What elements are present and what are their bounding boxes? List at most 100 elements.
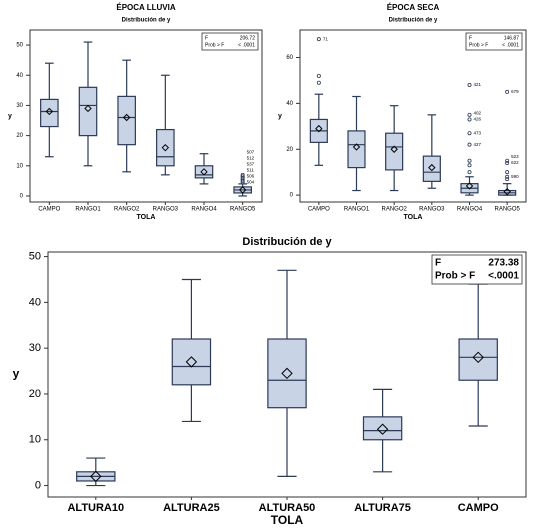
box	[458, 338, 498, 381]
y-tick-label: 40	[286, 101, 293, 107]
outlier	[240, 172, 245, 177]
chart-title: Distribución de y	[242, 236, 332, 248]
box	[156, 128, 175, 167]
outlier-label: 679	[511, 89, 519, 94]
mean-marker	[238, 186, 247, 194]
box	[422, 155, 441, 182]
x-tick-label: CAMPO	[38, 207, 60, 213]
y-axis-label: y	[8, 113, 12, 120]
outlier	[505, 158, 510, 163]
mean-marker	[90, 470, 102, 483]
box	[194, 165, 214, 179]
outlier	[467, 131, 472, 136]
x-tick-label: RANGO3	[419, 207, 445, 213]
box	[40, 98, 59, 128]
y-tick-label: 50	[29, 250, 41, 262]
outlier	[505, 170, 510, 175]
mean-marker	[200, 168, 208, 176]
x-axis-label: TOLA	[137, 214, 156, 221]
stats-label: F	[435, 258, 441, 269]
x-tick-label: RANGO1	[344, 207, 370, 213]
stats-label: Prob > F	[469, 42, 488, 48]
plot-frame	[29, 29, 263, 203]
y-axis-label: y	[13, 367, 20, 381]
y-tick-label: 0	[20, 194, 24, 200]
outlier	[467, 83, 472, 88]
outlier	[316, 73, 321, 78]
outlier	[467, 170, 472, 175]
outlier	[467, 163, 472, 168]
mean-marker	[161, 143, 170, 152]
outlier-label: 622	[511, 160, 519, 165]
outlier-label: 523	[511, 154, 519, 159]
outlier	[240, 174, 245, 179]
outlier	[505, 89, 510, 94]
x-tick-label: RANGO5	[494, 207, 520, 213]
x-tick-label: RANGO2	[381, 207, 407, 213]
outlier	[467, 142, 472, 147]
x-tick-label: RANGO5	[230, 207, 256, 213]
mean-marker	[281, 367, 293, 380]
outlier	[505, 174, 510, 179]
outlier	[316, 37, 321, 42]
x-tick-label: RANGO4	[457, 207, 483, 213]
x-tick-label: RANGO4	[191, 207, 217, 213]
stats-value: 273.38	[488, 258, 519, 269]
mean-marker	[465, 182, 474, 190]
stats-value: <.0001	[488, 271, 519, 282]
mean-marker	[84, 104, 92, 113]
outlier-label: 427	[474, 142, 482, 147]
stats-value: 206.72	[240, 35, 256, 41]
y-tick-label: 0	[290, 193, 294, 199]
x-tick-label: ALTURA75	[354, 502, 411, 514]
stats-value: < .0001	[502, 42, 519, 48]
mean-marker	[352, 143, 361, 151]
stats-label: Prob > F	[205, 42, 224, 48]
y-tick-label: 40	[16, 73, 23, 79]
stats-label: F	[205, 35, 208, 41]
outlier-label: 71	[323, 36, 329, 41]
mean-marker	[472, 351, 484, 364]
y-tick-label: 30	[16, 103, 23, 109]
x-tick-label: RANGO2	[114, 207, 140, 213]
x-axis-label: TOLA	[404, 214, 423, 221]
mean-marker	[503, 187, 511, 196]
y-tick-label: 30	[29, 342, 41, 354]
outlier-label: 590	[511, 174, 519, 179]
stats-box	[431, 254, 523, 285]
stats-value: 146.87	[504, 35, 520, 41]
y-tick-label: 20	[286, 147, 293, 153]
stats-value: < .0001	[238, 42, 255, 48]
y-tick-label: 40	[29, 296, 41, 308]
outlier-label: 511	[247, 168, 255, 173]
chart-subtitle: Distribución de y	[122, 18, 171, 24]
mean-marker	[185, 356, 198, 368]
y-tick-label: 20	[16, 133, 23, 139]
y-tick-label: 0	[35, 479, 41, 491]
box	[267, 338, 307, 409]
outlier	[467, 117, 472, 122]
chart-title: ÉPOCA SECA	[387, 3, 440, 12]
outlier-label: 504	[247, 180, 255, 185]
x-tick-label: ALTURA10	[67, 502, 124, 514]
y-tick-label: 60	[286, 55, 293, 61]
y-tick-label: 10	[16, 163, 23, 169]
plot-frame	[299, 29, 527, 203]
outlier-label: 402	[474, 111, 482, 116]
x-axis-label: TOLA	[271, 513, 304, 527]
outlier	[467, 112, 472, 117]
y-tick-label: 20	[29, 388, 41, 400]
outlier	[505, 161, 510, 166]
mean-marker	[122, 113, 131, 122]
outlier	[467, 158, 472, 163]
box	[362, 416, 403, 441]
stats-box	[465, 32, 523, 51]
stats-box	[201, 32, 259, 51]
stats-label: Prob > F	[435, 271, 475, 282]
outlier-label: 506	[247, 174, 255, 179]
y-tick-label: 10	[29, 434, 41, 446]
y-axis-label: y	[278, 113, 282, 120]
chart-subtitle: Distribución de y	[389, 18, 438, 24]
outlier-label: 473	[474, 130, 482, 135]
mean-marker	[390, 145, 398, 153]
